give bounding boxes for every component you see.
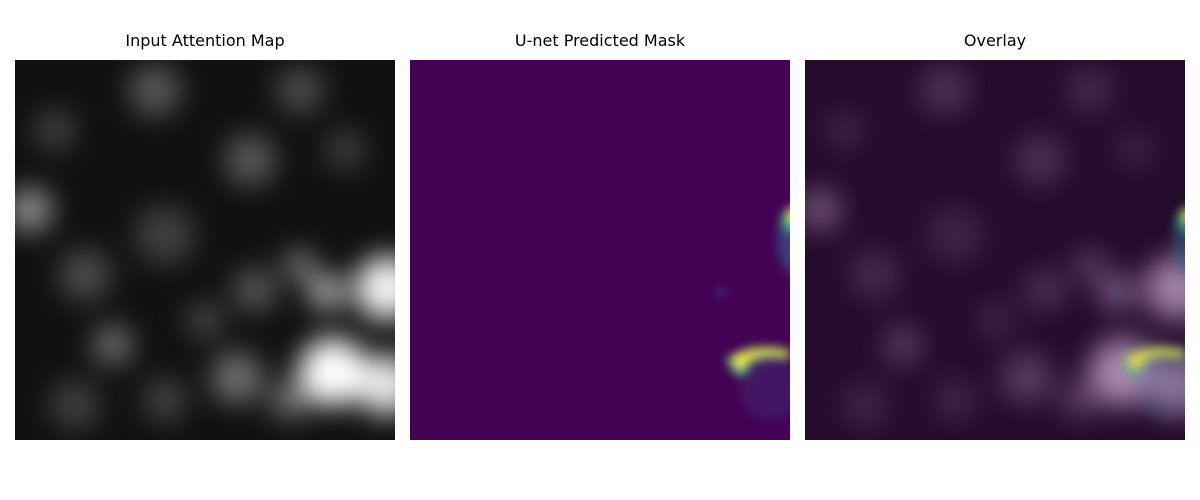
panel-title: U-net Predicted Mask [515,31,686,50]
overlay-image [805,60,1185,440]
attention-image [15,60,395,440]
panel-title: Overlay [964,31,1026,50]
mask-image [410,60,790,440]
panel-title: Input Attention Map [125,31,284,50]
